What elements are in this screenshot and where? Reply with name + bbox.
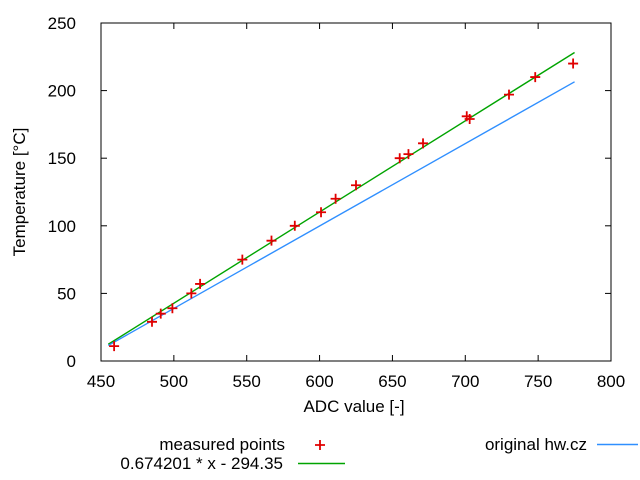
data-point-marker (266, 235, 277, 246)
x-tick-label: 600 (305, 372, 333, 391)
plot-area: 450 500 550 600 650 700 750 800 0 50 100 150 200 250 (48, 14, 638, 465)
x-tick-label: 650 (378, 372, 406, 391)
x-tick-label: 700 (451, 372, 479, 391)
data-point-marker (504, 89, 514, 100)
data-point-marker (330, 193, 341, 204)
x-tick-label: 500 (160, 372, 188, 391)
y-tick-label: 250 (48, 14, 76, 33)
plot-border (100, 22, 612, 362)
x-tick-label: 550 (233, 372, 261, 391)
data-point-marker (289, 220, 300, 231)
data-point-marker (394, 153, 405, 164)
data-point-marker (195, 278, 206, 289)
x-tick-label: 800 (597, 372, 625, 391)
legend-marker-plus-icon (315, 440, 325, 450)
x-axis-title: ADC value [-] (303, 397, 404, 416)
data-point-marker (237, 254, 248, 265)
data-point-marker (316, 207, 327, 218)
data-point-marker (403, 149, 414, 160)
original-hwcz-line (107, 81, 575, 347)
y-tick-label: 0 (67, 352, 76, 371)
y-axis-title: Temperature [°C] (10, 128, 29, 257)
legend-label-fit-formula: 0.674201 * x - 294.35 (120, 454, 283, 473)
data-point-marker (109, 341, 120, 352)
x-tick-label: 750 (524, 372, 552, 391)
x-tick-label: 450 (87, 372, 115, 391)
data-point-marker (147, 316, 157, 327)
data-point-marker (568, 58, 579, 69)
data-point-marker (155, 308, 166, 319)
data-point-marker (167, 303, 178, 314)
y-tick-label: 50 (57, 284, 76, 303)
legend-label-original-hwcz: original hw.cz (485, 435, 587, 454)
legend-label-measured-points: measured points (159, 435, 285, 454)
fit-line (107, 51, 575, 345)
data-point-marker (530, 72, 541, 83)
y-tick-label: 150 (48, 149, 76, 168)
y-tick-label: 100 (48, 217, 76, 236)
y-tick-label: 200 (48, 82, 76, 101)
data-point-marker (418, 138, 429, 149)
data-point-marker (351, 180, 361, 191)
data-point-marker (464, 113, 475, 124)
data-point-marker (186, 288, 197, 299)
